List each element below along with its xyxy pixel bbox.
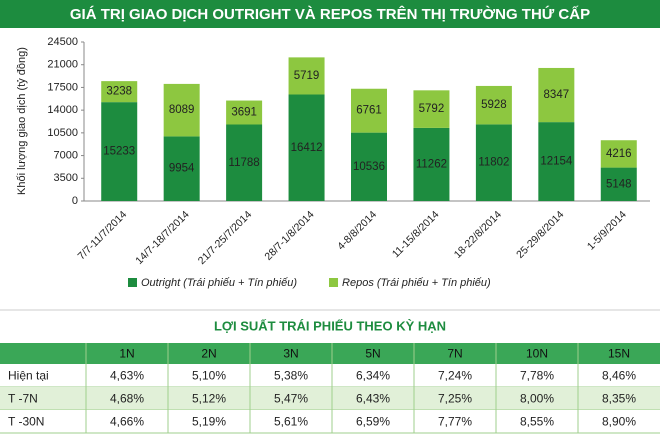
bar-segment bbox=[163, 136, 200, 201]
value-label: 6761 bbox=[356, 105, 382, 117]
x-tick-label: 21/7-25/7/2014 bbox=[196, 208, 255, 267]
table-header-cell: 15N bbox=[608, 347, 630, 361]
y-tick-label: 24500 bbox=[47, 36, 78, 48]
bar-segment bbox=[413, 90, 450, 128]
table-cell: 7,77% bbox=[438, 415, 472, 429]
value-label: 3238 bbox=[106, 86, 132, 98]
value-label: 11262 bbox=[416, 158, 447, 170]
table-cell: 4,68% bbox=[110, 392, 144, 406]
table-header-row bbox=[0, 343, 660, 364]
table-cell: 4,66% bbox=[110, 415, 144, 429]
legend-swatch bbox=[329, 278, 339, 287]
value-label: 5928 bbox=[481, 99, 507, 111]
bar-segment bbox=[351, 132, 387, 201]
y-tick-label: 3500 bbox=[54, 172, 78, 184]
table-cell: 8,55% bbox=[520, 415, 554, 429]
bar-segment bbox=[226, 124, 263, 201]
value-label: 10536 bbox=[353, 161, 385, 173]
bar-segment bbox=[538, 122, 575, 201]
table-cell: 5,10% bbox=[192, 369, 226, 383]
table-cell: 7,78% bbox=[520, 369, 554, 383]
y-axis-label: Khối lượng giao dịch (tỷ đồng) bbox=[16, 47, 28, 195]
table-cell: 6,43% bbox=[356, 392, 390, 406]
table-cell: 6,59% bbox=[356, 415, 390, 429]
bar-segment bbox=[288, 94, 325, 201]
table-cell: 7,25% bbox=[438, 392, 472, 406]
table-cell: 5,19% bbox=[192, 415, 226, 429]
row-label: Hiện tại bbox=[8, 369, 49, 383]
table-cell: 5,61% bbox=[274, 415, 308, 429]
table-header-cell: 7N bbox=[447, 347, 462, 361]
legend-swatch bbox=[128, 278, 137, 287]
value-label: 15233 bbox=[103, 146, 135, 158]
y-tick-label: 7000 bbox=[54, 149, 78, 161]
x-tick-label: 28/7-1/8/2014 bbox=[262, 208, 316, 262]
table-cell: 8,46% bbox=[602, 369, 636, 383]
table-row bbox=[0, 387, 660, 410]
table-row bbox=[0, 410, 660, 433]
table-header-cell: 2N bbox=[201, 347, 216, 361]
value-label: 5792 bbox=[419, 103, 445, 115]
value-label: 11788 bbox=[229, 157, 260, 169]
bar-segment bbox=[288, 57, 325, 95]
row-label: T -30N bbox=[8, 415, 44, 429]
title-banner bbox=[0, 0, 660, 28]
table-cell: 8,35% bbox=[602, 392, 636, 406]
bar-segment bbox=[101, 81, 138, 103]
x-tick-label: 11-15/8/2014 bbox=[390, 208, 442, 260]
y-tick-label: 14000 bbox=[47, 104, 78, 116]
table-title: LỢI SUẤT TRÁI PHIẾU THEO KỲ HẠN bbox=[214, 318, 446, 333]
chart-title: GIÁ TRỊ GIAO DỊCH OUTRIGHT VÀ REPOS TRÊN… bbox=[70, 5, 590, 23]
value-label: 5148 bbox=[606, 178, 632, 190]
value-label: 9954 bbox=[169, 163, 195, 175]
table-cell: 7,24% bbox=[438, 369, 472, 383]
table-header-cell: 5N bbox=[365, 347, 380, 361]
value-label: 4216 bbox=[606, 148, 632, 160]
bar-segment bbox=[475, 124, 512, 201]
table-header-cell: 10N bbox=[526, 347, 548, 361]
bar-segment bbox=[600, 167, 637, 201]
x-tick-label: 25-29/8/2014 bbox=[514, 208, 566, 260]
table-cell: 5,47% bbox=[274, 392, 308, 406]
table-header-cell: 1N bbox=[119, 347, 134, 361]
x-tick-label: 4-8/8/2014 bbox=[335, 208, 379, 252]
table-cell: 6,34% bbox=[356, 369, 390, 383]
bar-segment bbox=[538, 67, 575, 123]
value-label: 3691 bbox=[231, 107, 257, 119]
bar-segment bbox=[600, 140, 637, 168]
table-header-cell: 3N bbox=[283, 347, 298, 361]
value-label: 8089 bbox=[169, 104, 195, 116]
value-label: 11802 bbox=[478, 157, 509, 169]
x-tick-label: 7/7-11/7/2014 bbox=[76, 208, 130, 262]
table-cell: 5,12% bbox=[192, 392, 226, 406]
y-tick-label: 0 bbox=[72, 195, 78, 207]
legend-label: Repos (Trái phiếu + Tín phiếu) bbox=[342, 277, 491, 289]
table-row bbox=[0, 364, 660, 387]
bar-segment bbox=[101, 102, 138, 201]
value-label: 12154 bbox=[540, 156, 573, 168]
row-label: T -7N bbox=[8, 392, 38, 406]
bar-segment bbox=[351, 88, 387, 133]
value-label: 8347 bbox=[544, 89, 570, 101]
bar-segment bbox=[413, 127, 450, 201]
x-tick-label: 18-22/8/2014 bbox=[452, 208, 504, 260]
table-cell: 5,38% bbox=[274, 369, 308, 383]
table-cell: 8,00% bbox=[520, 392, 554, 406]
bar-segment bbox=[163, 83, 200, 137]
x-tick-label: 14/7-18/7/2014 bbox=[133, 208, 192, 267]
bar-segment bbox=[226, 100, 263, 125]
value-label: 16412 bbox=[291, 142, 323, 154]
value-label: 5719 bbox=[294, 70, 320, 82]
y-tick-label: 17500 bbox=[47, 81, 78, 93]
legend-label: Outright (Trái phiếu + Tín phiếu) bbox=[141, 277, 297, 289]
y-tick-label: 10500 bbox=[47, 127, 78, 139]
bar-segment bbox=[475, 85, 512, 125]
table-cell: 4,63% bbox=[110, 369, 144, 383]
y-tick-label: 21000 bbox=[47, 59, 78, 71]
table-cell: 8,90% bbox=[602, 415, 636, 429]
x-tick-label: 1-5/9/2014 bbox=[585, 208, 629, 252]
